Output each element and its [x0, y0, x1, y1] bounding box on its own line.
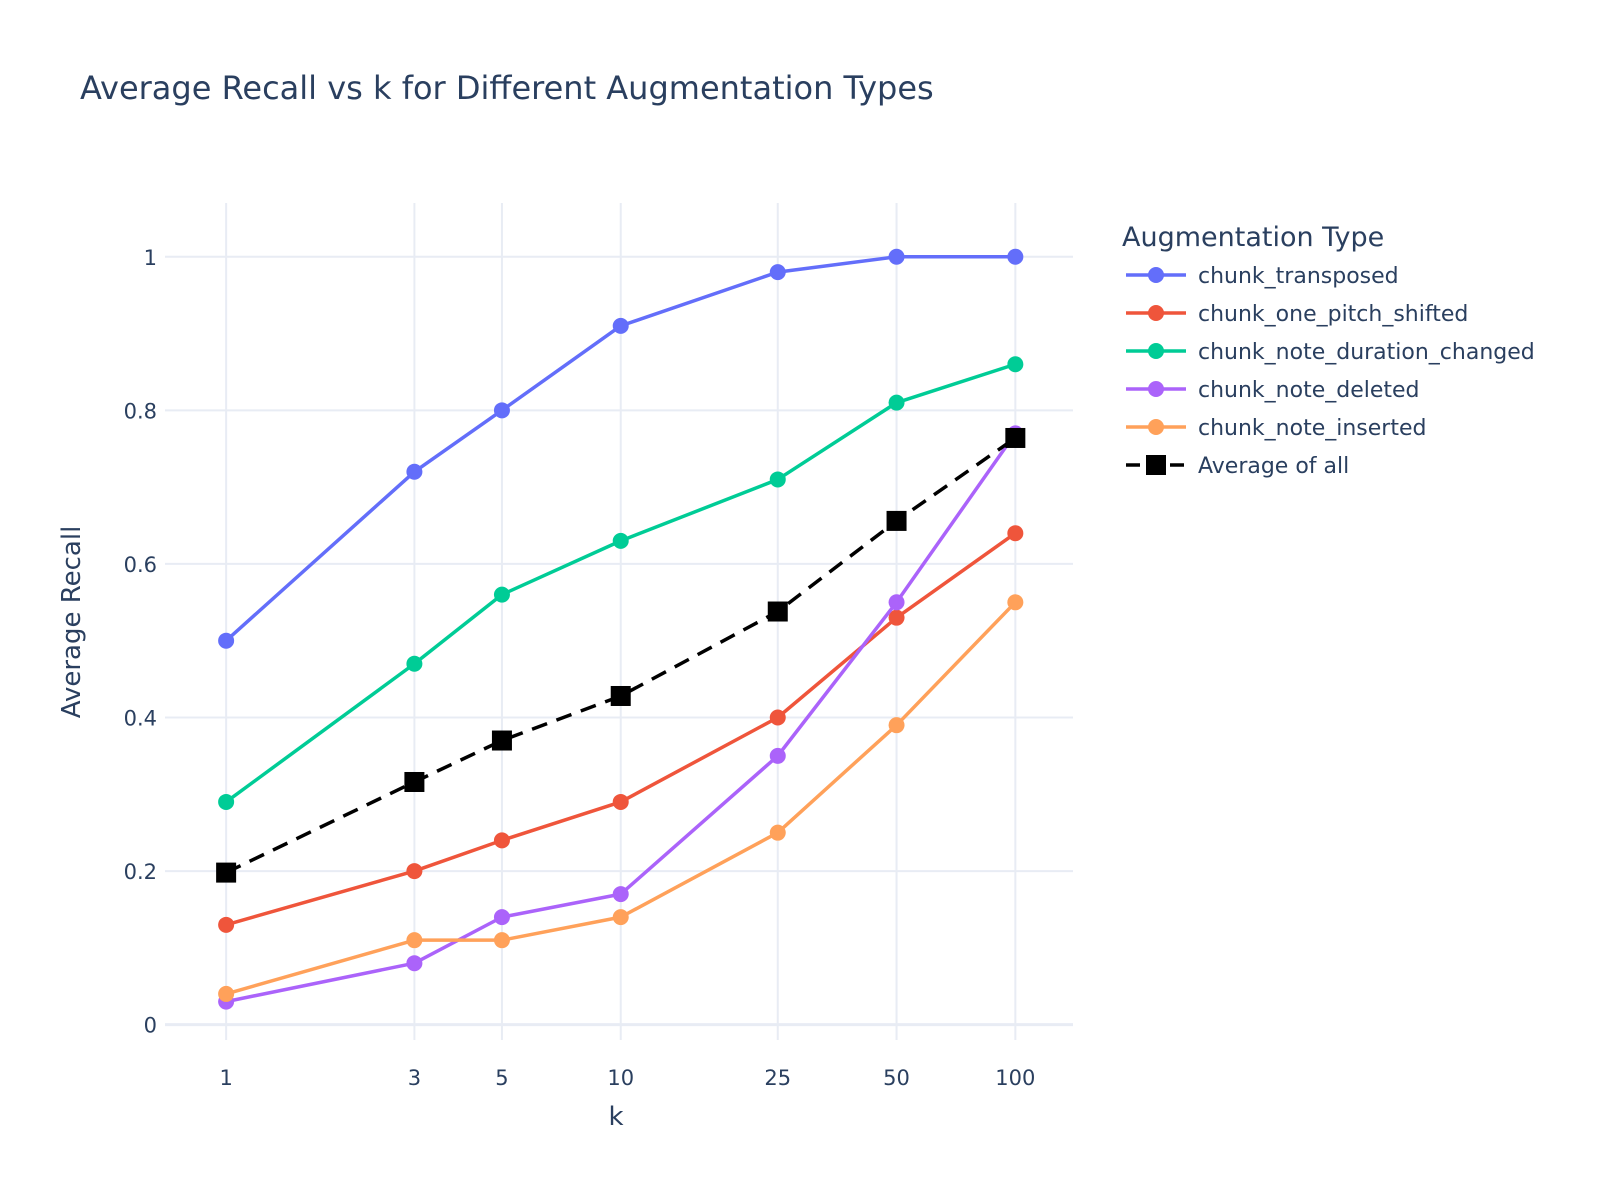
data-point — [612, 532, 629, 549]
data-point — [888, 248, 905, 265]
x-tick-label: 5 — [495, 1066, 508, 1090]
series-chunk-one-pitch-shifted — [218, 525, 1024, 933]
x-tick-label: 25 — [764, 1066, 791, 1090]
legend-item[interactable]: Average of all — [1126, 454, 1349, 479]
data-point — [491, 730, 512, 751]
legend-swatch-marker — [1148, 381, 1164, 397]
legend-item[interactable]: chunk_note_inserted — [1126, 416, 1426, 441]
data-point — [406, 955, 423, 972]
data-point — [493, 909, 510, 926]
legend-swatch-marker — [1148, 305, 1164, 321]
legend-label: chunk_note_deleted — [1198, 378, 1420, 403]
legend-label: chunk_transposed — [1198, 264, 1399, 289]
data-point — [886, 510, 907, 531]
data-point — [769, 471, 786, 488]
legend-item[interactable]: chunk_one_pitch_shifted — [1126, 302, 1468, 327]
legend-label: chunk_note_inserted — [1198, 416, 1426, 441]
data-point — [888, 594, 905, 611]
y-tick-label: 0.2 — [124, 860, 157, 884]
series-chunk-note-duration-changed — [218, 356, 1024, 810]
x-tick-label: 10 — [607, 1066, 634, 1090]
data-point — [769, 824, 786, 841]
chart-title: Average Recall vs k for Different Augmen… — [80, 69, 934, 107]
legend-item[interactable]: chunk_note_duration_changed — [1126, 340, 1535, 365]
x-tick-label: 50 — [883, 1066, 910, 1090]
data-point — [1007, 594, 1024, 611]
data-point — [218, 632, 235, 649]
data-point — [1007, 356, 1024, 373]
data-point — [218, 793, 235, 810]
legend-swatch-marker — [1148, 419, 1164, 435]
series-layer — [216, 248, 1026, 1010]
data-point — [493, 932, 510, 949]
data-point — [1007, 525, 1024, 542]
legend-swatch-marker — [1148, 267, 1164, 283]
legend-label: chunk_note_duration_changed — [1198, 340, 1535, 365]
y-axis-title: Average Recall — [57, 526, 87, 719]
data-point — [406, 863, 423, 880]
data-point — [216, 862, 237, 883]
series-chunk-note-deleted — [218, 425, 1024, 1010]
x-tick-label: 1 — [219, 1066, 232, 1090]
data-point — [1005, 427, 1026, 448]
data-point — [218, 985, 235, 1002]
tick-layer: 1 3 5 10 25 50 100 0 0.2 0.4 0.6 0.8 1 — [124, 246, 1036, 1090]
data-point — [769, 709, 786, 726]
y-tick-label: 0.4 — [124, 706, 157, 730]
data-point — [888, 717, 905, 734]
y-tick-label: 0 — [144, 1014, 157, 1038]
x-tick-label: 100 — [995, 1066, 1035, 1090]
series-chunk-transposed — [218, 248, 1024, 649]
data-point — [767, 601, 788, 622]
x-axis-title: k — [608, 1102, 623, 1132]
data-point — [493, 586, 510, 603]
data-point — [493, 832, 510, 849]
data-point — [612, 793, 629, 810]
y-tick-label: 0.8 — [124, 399, 157, 423]
legend[interactable]: chunk_transposed chunk_one_pitch_shiftedc… — [1126, 264, 1535, 479]
data-point — [1007, 248, 1024, 265]
series-average-of-all — [216, 427, 1026, 883]
data-point — [610, 685, 631, 706]
data-point — [612, 909, 629, 926]
legend-item[interactable]: chunk_transposed — [1126, 264, 1399, 289]
legend-swatch-marker — [1148, 343, 1164, 359]
data-point — [769, 747, 786, 764]
legend-item[interactable]: chunk_note_deleted — [1126, 378, 1420, 403]
data-point — [612, 317, 629, 334]
legend-title: Augmentation Type — [1122, 222, 1384, 253]
y-tick-label: 0.6 — [124, 553, 157, 577]
legend-label: chunk_one_pitch_shifted — [1198, 302, 1468, 327]
legend-label: Average of all — [1198, 454, 1349, 479]
data-point — [769, 264, 786, 281]
data-point — [404, 771, 425, 792]
data-point — [406, 932, 423, 949]
series-chunk-note-inserted — [218, 594, 1024, 1002]
data-point — [612, 886, 629, 903]
data-point — [888, 394, 905, 411]
data-point — [888, 609, 905, 626]
data-point — [493, 402, 510, 419]
y-tick-label: 1 — [144, 246, 157, 270]
data-point — [218, 916, 235, 933]
x-tick-label: 3 — [408, 1066, 421, 1090]
legend-swatch-marker — [1146, 455, 1166, 475]
data-point — [406, 655, 423, 672]
data-point — [406, 463, 423, 480]
